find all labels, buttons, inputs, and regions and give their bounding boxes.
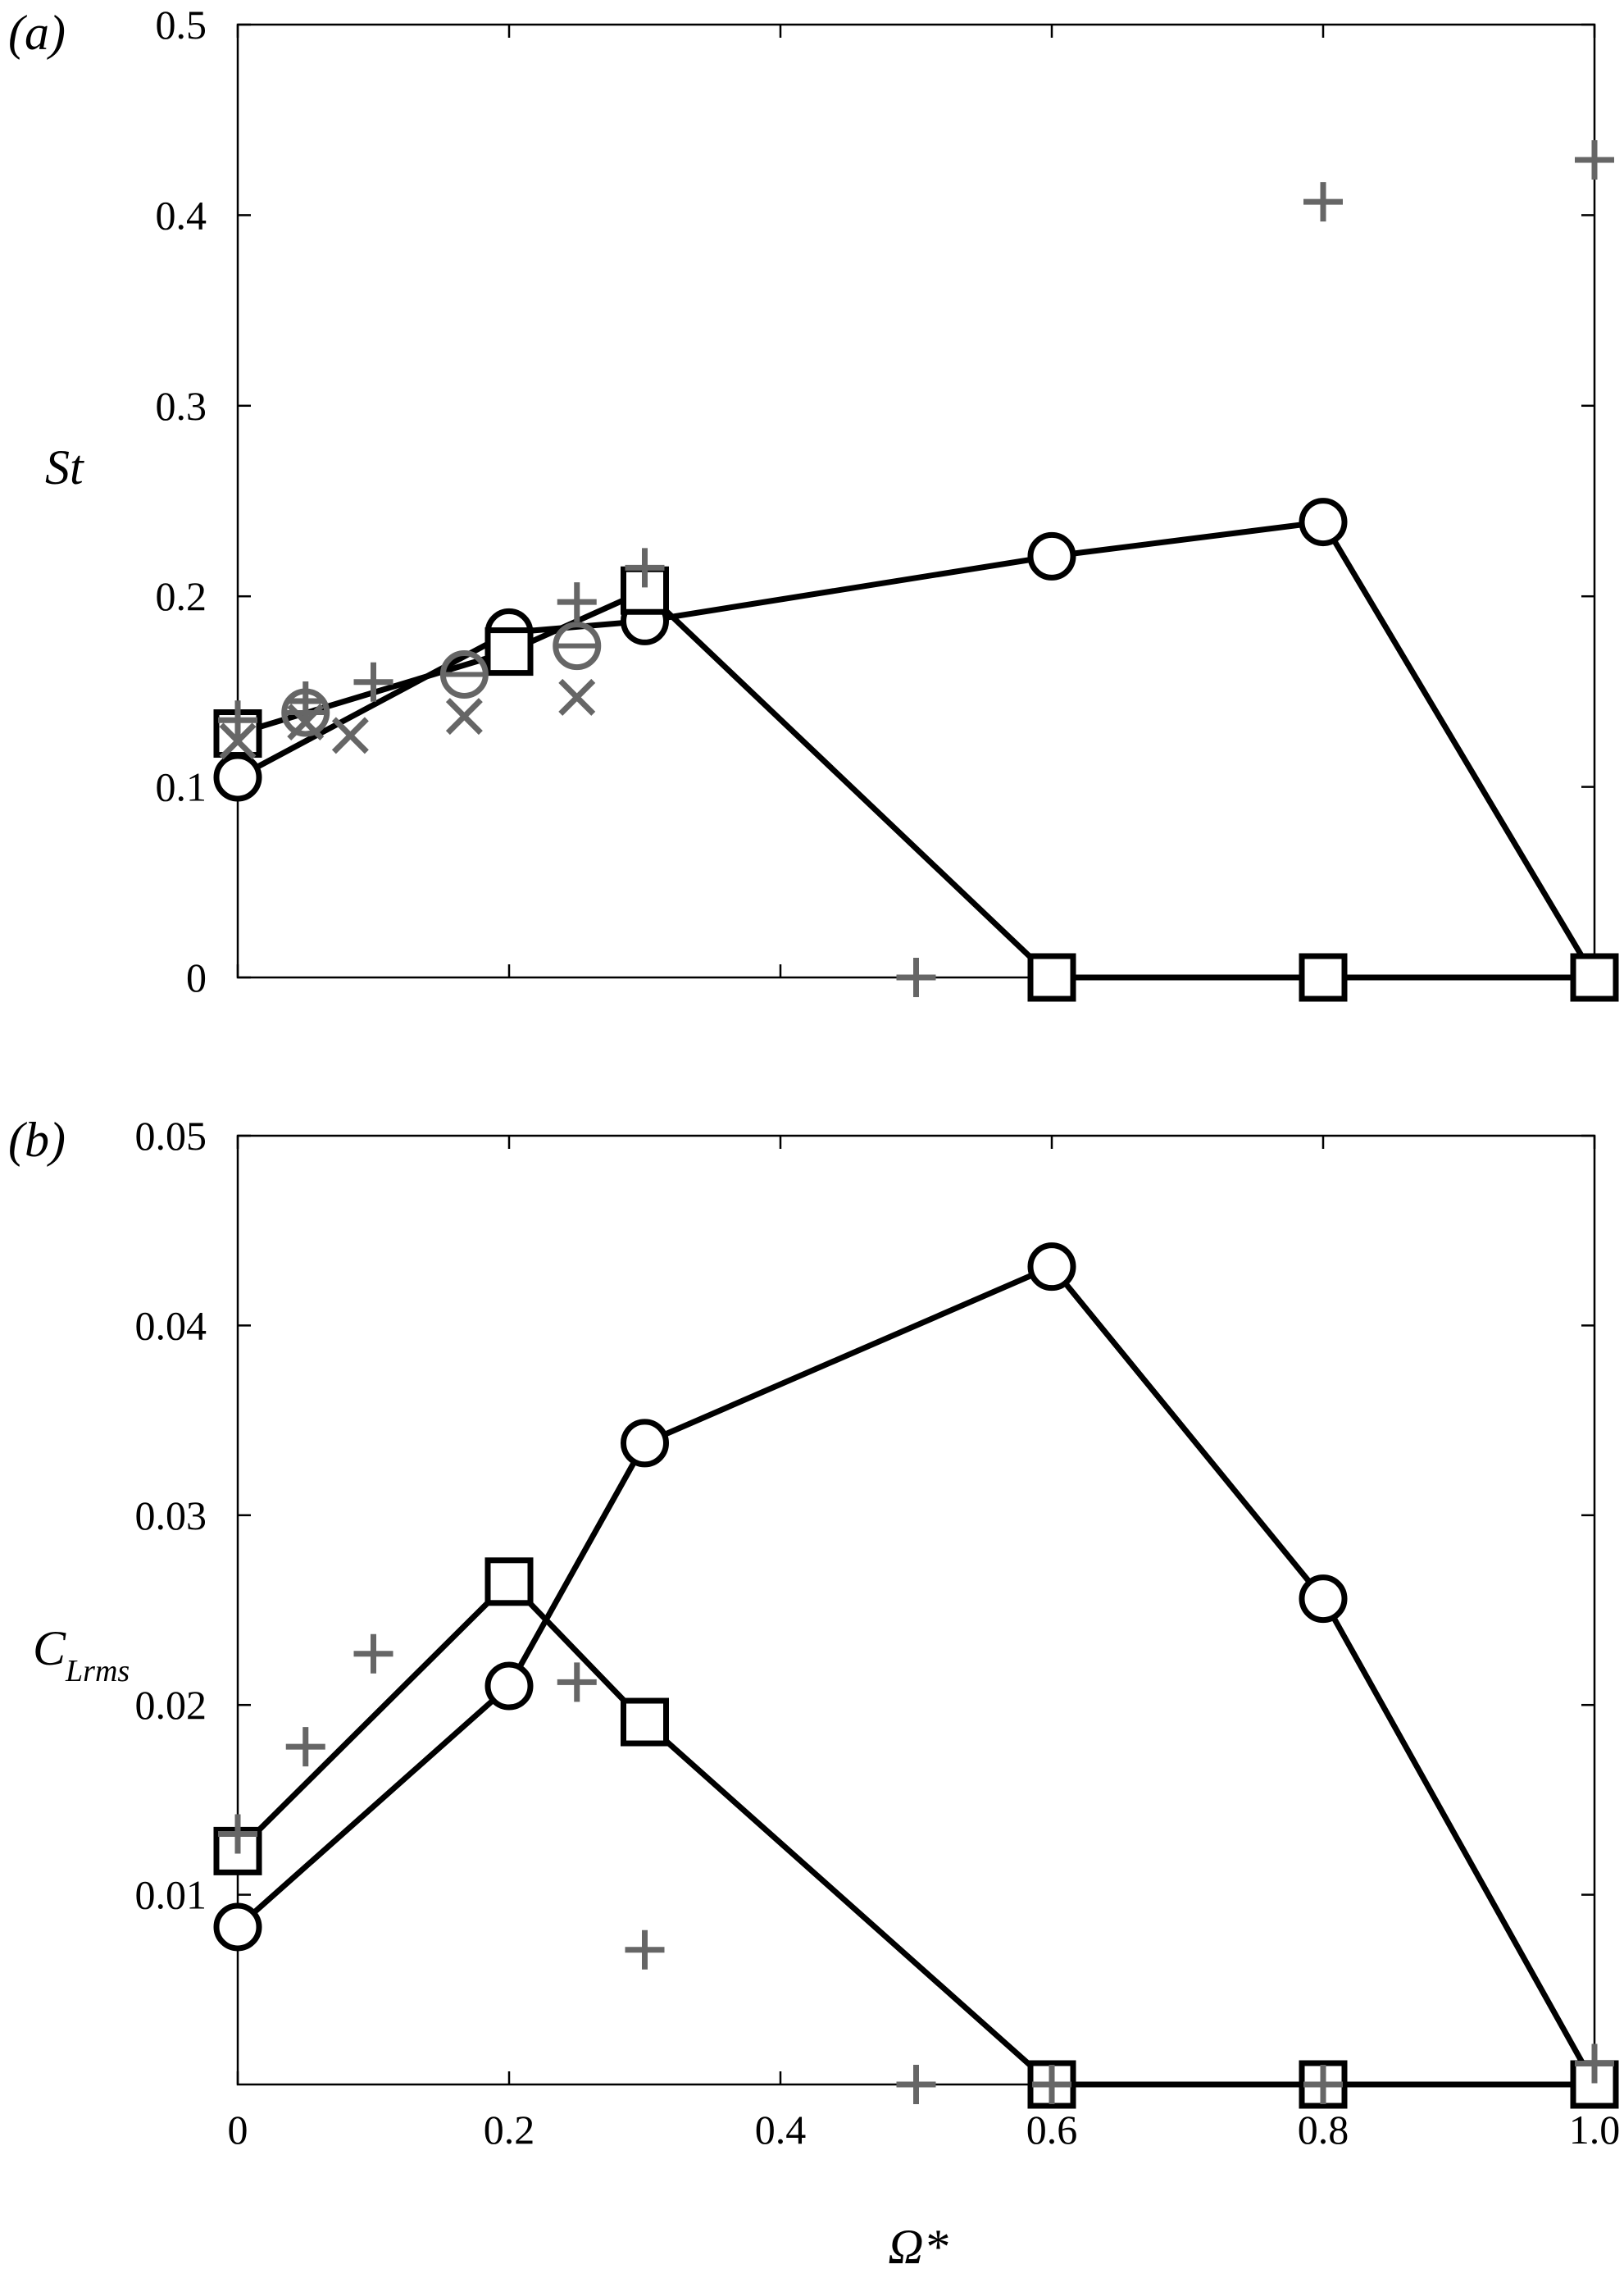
panel-b-plus-point <box>625 1929 665 1970</box>
panel-b-ticks: 0 0.2 0.4 0.6 0.8 1.0 0.01 0.02 0.03 0.04 0.05 <box>135 1113 1621 2153</box>
panel-a-square-series-line <box>236 587 1594 981</box>
panel-b-plus-point <box>353 1633 393 1674</box>
panel-b-plus-point <box>557 1662 597 1702</box>
panel-a: (a) 0 0.1 0.2 0.3 0.4 0.5 St <box>8 2 1619 1002</box>
panel-b-xlabel: Ω* <box>888 2220 948 2274</box>
panel-b-circle-point <box>1299 1574 1348 1624</box>
panel-a-square-point <box>1570 953 1619 1002</box>
panel-b-ylabel: CLrms <box>33 1621 130 1688</box>
panel-a-series <box>213 140 1619 1002</box>
panel-b-square-point <box>484 1557 534 1606</box>
panel-a-plus-point <box>353 662 393 702</box>
panel-a-ytick-label: 0.1 <box>156 764 207 810</box>
panel-a-square-point <box>484 627 534 677</box>
panel-b-xtick-label: 0.2 <box>484 2107 535 2153</box>
panel-b-square-point <box>621 1697 669 1747</box>
panel-b-plus-point <box>285 1727 325 1767</box>
panel-a-circle-dash-point <box>439 649 489 699</box>
panel-b-ytick-label: 0.05 <box>135 1113 207 1159</box>
panel-b-ytick-label: 0.03 <box>135 1492 207 1538</box>
panel-a-plus-point <box>1575 140 1614 180</box>
panel-a-ytick-label: 0 <box>186 954 207 1000</box>
panel-b-xtick-label: 0.6 <box>1026 2107 1078 2153</box>
panel-b-circle-point <box>213 1902 262 1952</box>
panel-b-ytick-label: 0.02 <box>135 1682 207 1728</box>
panel-a-ytick-label: 0.2 <box>156 573 207 619</box>
panel-b-ytick-label: 0.04 <box>135 1302 207 1348</box>
panel-b-ylabel-main: C <box>33 1621 66 1675</box>
panel-b: (b) 0 0.2 0.4 0.6 0.8 1.0 0.01 0.02 0.03 0.04 0.05… <box>8 1113 1620 2274</box>
panel-a-plus-point <box>218 700 257 740</box>
panel-a-circle-point <box>1299 498 1348 547</box>
panel-b-plus-point <box>218 1814 257 1854</box>
panel-a-ticks: 0 0.1 0.2 0.3 0.4 0.5 <box>156 2 1596 1000</box>
panel-a-ytick-label: 0.3 <box>156 383 207 429</box>
panel-a-label: (a) <box>8 6 66 60</box>
panel-a-cross-point <box>331 717 369 754</box>
panel-a-cross-point <box>219 722 257 760</box>
panel-a-circle-series-line <box>236 519 1598 979</box>
panel-a-circle-point <box>213 753 262 802</box>
panel-b-circle-point <box>621 1419 669 1468</box>
panel-b-plus-point <box>1575 2043 1614 2084</box>
panel-a-cross-point <box>445 698 483 736</box>
panel-b-label: (b) <box>8 1113 66 1167</box>
panel-a-circle-dash-point <box>553 622 602 671</box>
panel-b-circle-point <box>1027 1242 1076 1292</box>
panel-a-plus-point <box>1303 182 1343 222</box>
panel-b-frame <box>236 1134 1596 2086</box>
panel-b-xtick-label: 1.0 <box>1569 2107 1621 2153</box>
panel-a-plus-point <box>557 582 597 622</box>
panel-b-circle-series-line <box>235 1264 1598 2086</box>
panel-a-plus-point <box>896 958 936 997</box>
panel-b-series <box>213 1242 1619 2109</box>
panel-a-cross-point <box>558 678 596 716</box>
panel-b-square-series-line <box>235 1579 1594 2088</box>
panel-b-xtick-label: 0.4 <box>755 2107 807 2153</box>
panel-a-square-point <box>1027 953 1076 1002</box>
panel-b-xtick-label: 0.8 <box>1298 2107 1349 2153</box>
panel-b-xtick-label: 0 <box>228 2107 248 2153</box>
panel-a-plus-point <box>625 548 665 588</box>
panel-a-ytick-label: 0.5 <box>156 2 207 48</box>
panel-a-ylabel: St <box>45 440 84 494</box>
panel-a-circle-dash-point <box>281 688 330 737</box>
panel-a-frame <box>236 23 1596 979</box>
panel-b-plus-point <box>1303 2065 1343 2104</box>
panel-b-plus-point <box>896 2065 936 2104</box>
panel-a-circle-point <box>1027 531 1076 581</box>
panel-a-square-point <box>1299 953 1348 1002</box>
panel-b-ylabel-sub: Lrms <box>65 1654 130 1688</box>
panel-b-circle-point <box>484 1661 534 1711</box>
panel-a-ytick-label: 0.4 <box>156 192 207 238</box>
panel-b-plus-point <box>1032 2065 1071 2104</box>
panel-b-ytick-label: 0.01 <box>135 1872 207 1918</box>
